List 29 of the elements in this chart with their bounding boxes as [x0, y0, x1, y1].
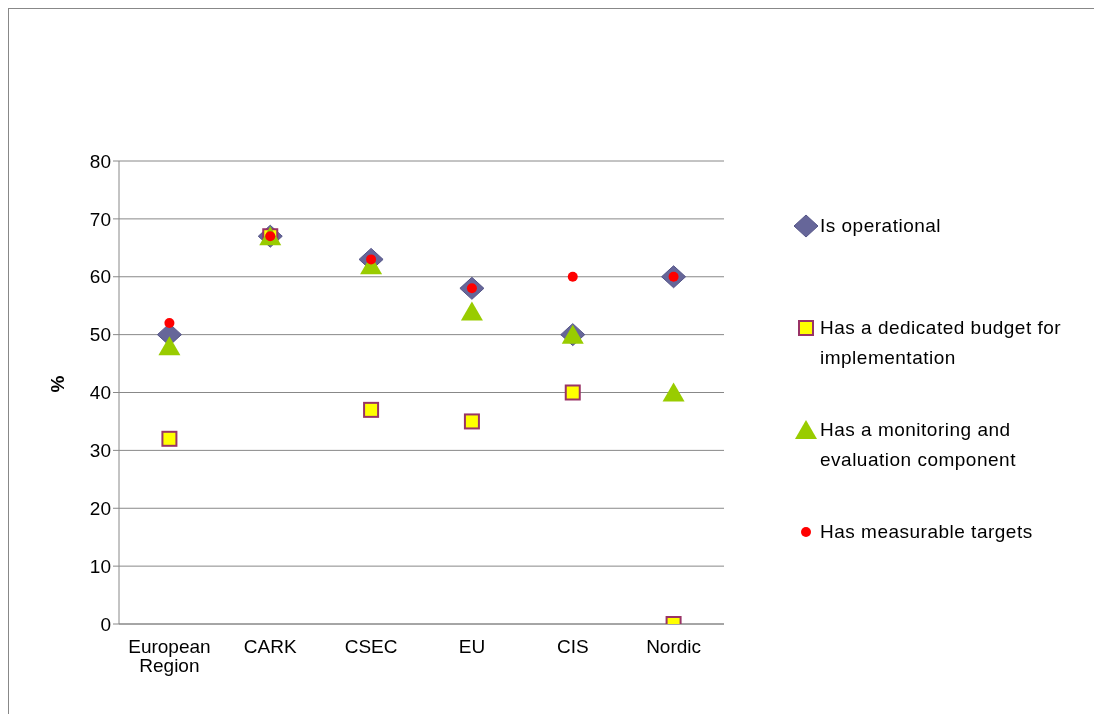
y-tick-label: 40: [89, 382, 111, 404]
legend-label: Has a dedicated budget for implementation: [820, 316, 1063, 370]
y-tick-label: 0: [100, 613, 111, 635]
x-tick-label: CIS: [556, 636, 589, 658]
legend-label: Has measurable targets: [820, 520, 1033, 544]
y-tick-label: 30: [89, 440, 111, 462]
point: [158, 336, 181, 356]
point: [363, 401, 380, 418]
x-tick-label: CSEC: [344, 636, 398, 658]
point: [463, 413, 480, 430]
point: [164, 318, 175, 329]
y-tick-label: 20: [89, 497, 111, 519]
legend-label: Is operational: [820, 214, 942, 238]
legend-label: Has a monitoring and evaluation component: [820, 418, 1017, 472]
y-tick-label: 80: [89, 150, 111, 172]
x-tick-label: EU: [458, 636, 486, 658]
x-tick-label: Nordic: [646, 636, 702, 658]
y-tick-label: 50: [89, 324, 111, 346]
y-tick-label: 10: [89, 555, 111, 577]
point: [662, 382, 685, 402]
y-tick-label: 70: [89, 208, 111, 230]
point: [564, 384, 581, 401]
y-axis-title: %: [46, 375, 68, 393]
x-tick-label: European Region: [128, 636, 211, 677]
y-tick-label: 60: [89, 266, 111, 288]
x-tick-label: CARK: [243, 636, 297, 658]
point: [567, 271, 578, 282]
point: [460, 301, 483, 321]
point: [161, 430, 178, 447]
